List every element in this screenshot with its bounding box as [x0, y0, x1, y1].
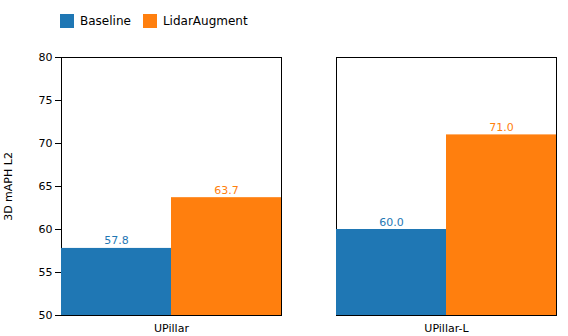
svg-text:3D mAPH L2: 3D mAPH L2 [2, 152, 15, 221]
svg-text:65: 65 [39, 180, 53, 193]
svg-text:70: 70 [39, 137, 53, 150]
svg-text:75: 75 [39, 94, 53, 107]
svg-text:50: 50 [39, 309, 53, 322]
svg-text:80: 80 [39, 51, 53, 64]
svg-text:60: 60 [39, 223, 53, 236]
svg-text:UPillar: UPillar [154, 322, 189, 335]
html-text:Baseline: Baseline [80, 13, 131, 28]
svg-text:63.7: 63.7 [214, 184, 239, 197]
svg-text:71.0: 71.0 [489, 121, 514, 134]
svg-text:55: 55 [39, 266, 53, 279]
html-text:LidarAugment: LidarAugment [162, 13, 248, 28]
svg-text:UPillar-L: UPillar-L [424, 322, 469, 335]
svg-text:57.8: 57.8 [104, 234, 129, 247]
svg-text:60.0: 60.0 [379, 216, 404, 229]
